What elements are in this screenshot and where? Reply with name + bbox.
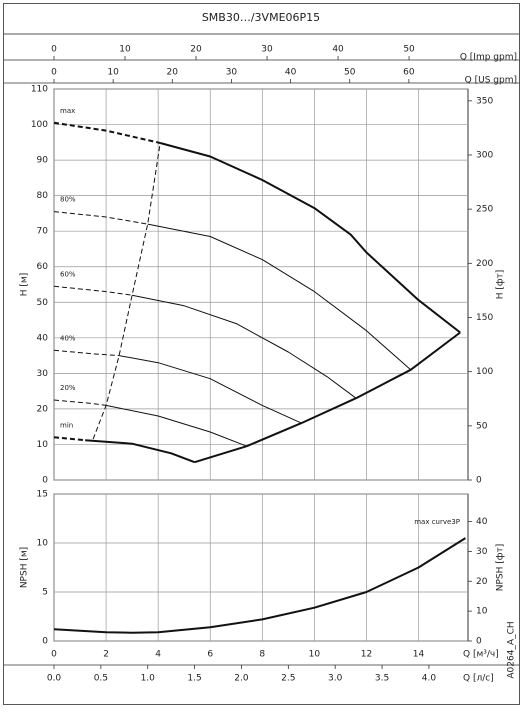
y2-tick-label: 0 [476,476,482,486]
x-tick-label: 2 [103,650,109,660]
y2-tick-label: 40 [476,517,488,527]
top-tick-label: 60 [403,68,415,78]
y-tick-label: 50 [37,298,49,308]
y2-tick-label: 30 [476,547,488,557]
x2-tick-label: 0.5 [94,674,108,684]
y-axis-label: H [м] [20,273,30,296]
y2-tick-label: 50 [476,421,488,431]
y2-tick-label: 300 [476,150,493,160]
top-tick-label: 10 [107,68,119,78]
y2-tick-label: 10 [476,607,488,617]
plot-frame [53,88,469,481]
x-axis-label: Q [м³/ч] [463,650,499,660]
x2-tick-label: 3.0 [328,674,343,684]
x-tick-label: 10 [309,650,321,660]
outer-border [3,3,520,705]
series-label: 20% [60,384,76,392]
x-tick-label: 4 [155,650,161,660]
x2-axis-label: Q [л/с] [463,674,494,684]
top-tick-label: 40 [332,45,344,55]
boundary-curve [194,331,461,464]
y-tick-label: 20 [37,404,49,414]
y-tick-label: 15 [37,490,48,500]
top-tick-label: 50 [344,68,356,78]
top-axis-label: Q [Imp gpm] [460,53,517,63]
y-axis-label: NPSH [м] [20,547,30,588]
top-tick-label: 30 [226,68,238,78]
curve [132,294,357,399]
x-tick-label: 14 [413,650,425,660]
y2-axis-label: H [фт] [496,270,506,300]
x2-tick-label: 4.0 [422,674,437,684]
series-label: 60% [60,270,76,278]
x2-tick-label: 2.5 [281,674,295,684]
y-tick-label: 0 [42,637,48,647]
x2-tick-label: 1.5 [187,674,201,684]
top-tick-label: 20 [190,45,202,55]
series-label: min [60,421,73,429]
y2-tick-label: 200 [476,259,493,269]
curve [85,439,195,464]
curve-dashed [53,285,133,296]
y-tick-label: 80 [37,191,49,201]
top-tick-label: 20 [167,68,179,78]
top-tick-label: 50 [403,45,415,55]
top-tick-label: 0 [51,45,57,55]
curve [147,223,412,371]
chart-title: SMB30…/3VME06P15 [202,11,320,24]
top-tick-label: 10 [119,45,131,55]
y2-tick-label: 100 [476,367,493,377]
top-tick-label: 0 [51,68,57,78]
y-tick-label: 90 [37,156,49,166]
y-tick-label: 70 [37,227,49,237]
y-tick-label: 40 [37,333,49,343]
y2-tick-label: 20 [476,577,488,587]
y-tick-label: 0 [42,476,48,486]
y2-tick-label: 250 [476,205,493,215]
y2-tick-label: 350 [476,96,493,106]
x-tick-label: 6 [207,650,213,660]
y-tick-label: 60 [37,262,49,272]
curve [159,142,461,334]
top-tick-label: 30 [261,45,273,55]
y-tick-label: 100 [31,120,48,130]
x-tick-label: 0 [51,650,57,660]
x-tick-label: 12 [361,650,372,660]
x2-tick-label: 1.0 [141,674,156,684]
curve-dashed [53,436,86,442]
y2-tick-label: 150 [476,313,493,323]
y-tick-label: 30 [37,369,49,379]
y-tick-label: 10 [37,440,49,450]
curve-dashed [53,349,120,357]
curve-dashed [53,121,161,144]
series-label: max [60,107,75,115]
series-label: 80% [60,196,76,204]
x2-tick-label: 0.0 [47,674,62,684]
series-label: 40% [60,334,76,342]
curve [106,404,247,447]
annotation: A0264_A_CH [507,621,517,678]
y2-axis-label: NPSH [фт] [496,544,506,591]
curve-dashed [53,399,107,406]
y-tick-label: 5 [42,588,48,598]
curve [53,537,466,634]
x-tick-label: 8 [259,650,265,660]
top-axis-label: Q [US gpm] [465,76,517,86]
curve [119,355,302,424]
top-tick-label: 40 [285,68,297,78]
y2-tick-label: 0 [476,637,482,647]
x2-tick-label: 3.5 [375,674,389,684]
y-tick-label: 110 [31,85,48,95]
series-label: max curve3P [414,518,460,526]
y-tick-label: 10 [37,539,49,549]
curve-dashed [53,211,148,225]
x2-tick-label: 2.0 [234,674,249,684]
boundary-curve [92,142,161,440]
